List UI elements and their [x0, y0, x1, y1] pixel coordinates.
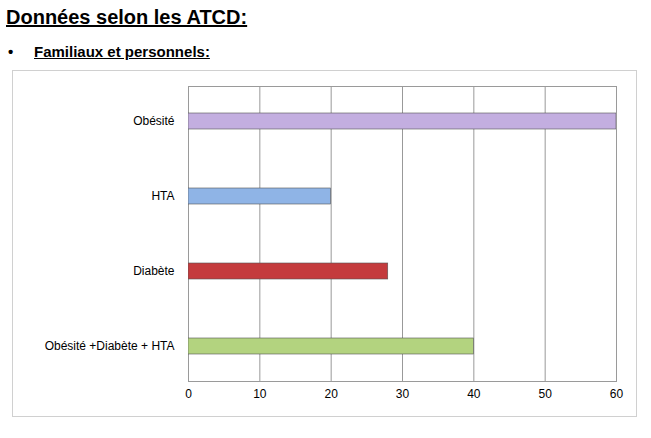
svg-text:60: 60	[610, 387, 624, 401]
svg-text:Diabète: Diabète	[133, 264, 175, 278]
html-text:Données selon les ATCD:: Données selon les ATCD:	[6, 6, 248, 28]
svg-text:HTA: HTA	[151, 189, 174, 203]
svg-text:30: 30	[396, 387, 410, 401]
svg-text:0: 0	[185, 387, 192, 401]
svg-text:50: 50	[538, 387, 552, 401]
svg-text:40: 40	[467, 387, 481, 401]
svg-text:Obésité +Diabète + HTA: Obésité +Diabète + HTA	[45, 339, 175, 353]
html-text:Familiaux et personnels:: Familiaux et personnels:	[34, 43, 210, 60]
svg-text:Obésité: Obésité	[133, 114, 175, 128]
svg-text:10: 10	[253, 387, 267, 401]
svg-text:20: 20	[324, 387, 338, 401]
